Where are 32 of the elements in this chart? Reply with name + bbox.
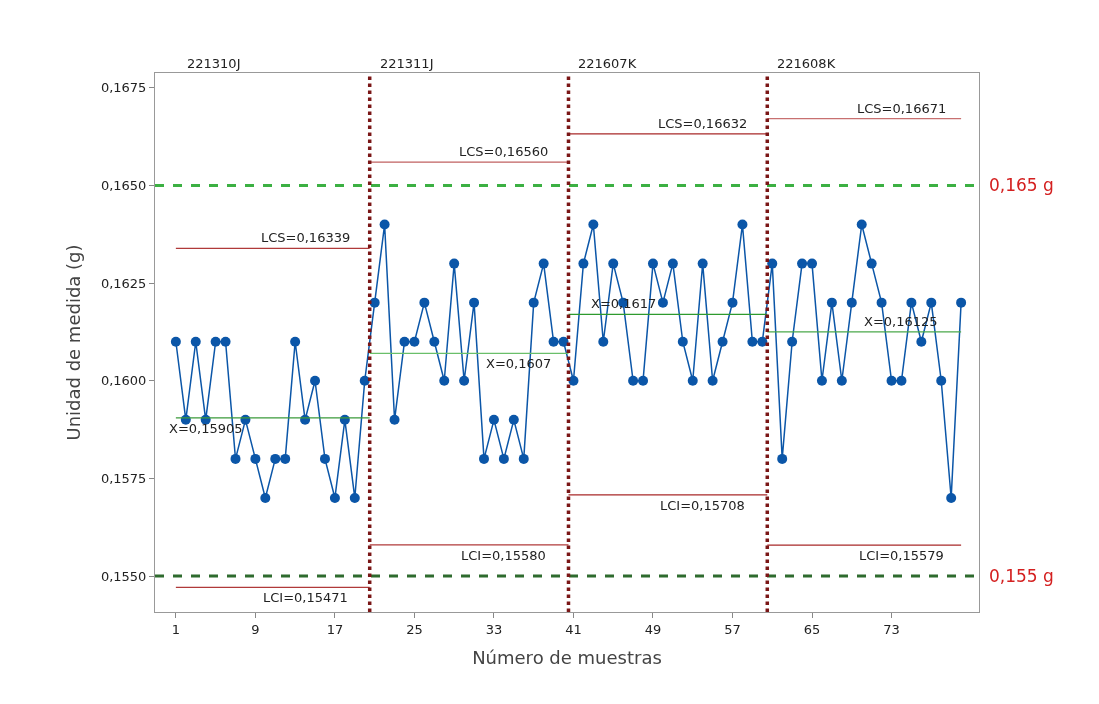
y-tick-label: 0,1550 bbox=[100, 568, 147, 584]
y-tick-label: 0,1575 bbox=[100, 470, 147, 486]
y-tick-label: 0,1600 bbox=[100, 373, 147, 389]
x-tick-label: 73 bbox=[883, 621, 900, 637]
ref-line-label: 0,155 g bbox=[989, 566, 1054, 586]
x-tick-label: 9 bbox=[251, 621, 260, 637]
annotation: LCS=0,16632 bbox=[658, 116, 748, 131]
x-tick-label: 25 bbox=[406, 621, 423, 637]
x-tick-label: 1 bbox=[171, 621, 181, 637]
annotation: LCS=0,16339 bbox=[261, 230, 351, 245]
x-tick-label: 65 bbox=[803, 621, 821, 637]
text: 221607K bbox=[578, 56, 637, 71]
ref-line-label: 0,165 g bbox=[989, 175, 1054, 195]
y-tick-label: 0,1675 bbox=[100, 80, 147, 96]
x-tick-label: 33 bbox=[485, 621, 503, 637]
x-axis-title: Número de muestras bbox=[472, 646, 662, 668]
y-axis-title: Unidad de medida (g) bbox=[63, 244, 85, 441]
text: 221608K bbox=[777, 56, 836, 71]
x-tick-label: 17 bbox=[326, 621, 344, 637]
text: 221310J bbox=[187, 56, 241, 71]
annotation: LCI=0,15471 bbox=[263, 590, 348, 605]
x-tick-label: 49 bbox=[644, 621, 662, 637]
x-tick-label: 41 bbox=[565, 621, 582, 637]
y-tick-label: 0,1650 bbox=[100, 178, 147, 194]
x-tick-label: 57 bbox=[724, 621, 741, 637]
text: 221311J bbox=[380, 56, 434, 71]
annotation: LCI=0,15580 bbox=[461, 548, 546, 563]
annotation: LCS=0,16671 bbox=[857, 101, 947, 116]
y-tick-label: 0,1625 bbox=[100, 275, 147, 291]
annotation: LCI=0,15708 bbox=[660, 498, 745, 513]
annotation: LCS=0,16560 bbox=[459, 144, 549, 159]
annotation: LCI=0,15579 bbox=[859, 548, 944, 563]
